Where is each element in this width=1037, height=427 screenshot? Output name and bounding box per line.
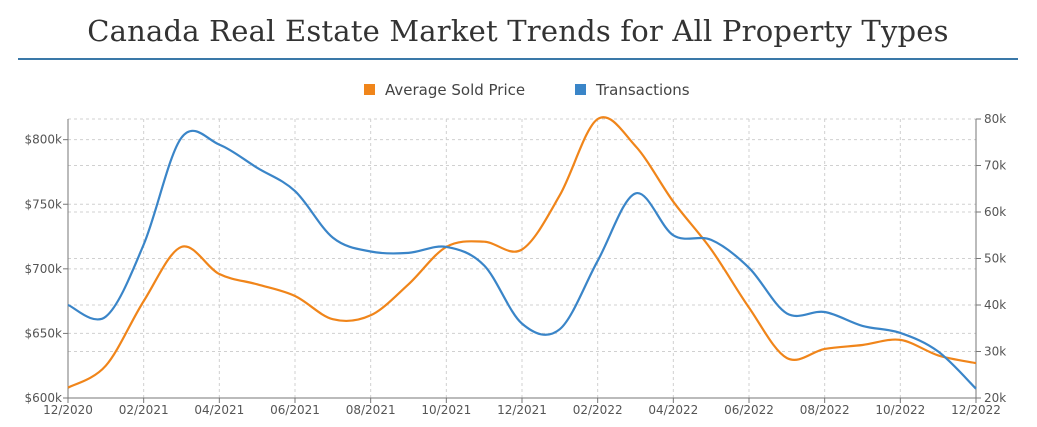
- y-right-tick-label: 70k: [984, 159, 1006, 173]
- data-point-average-sold-price: [708, 246, 714, 252]
- legend-swatch: [364, 84, 375, 95]
- data-point-average-sold-price: [141, 298, 147, 304]
- data-point-transactions: [179, 135, 185, 141]
- data-point-average-sold-price: [65, 385, 71, 391]
- data-point-average-sold-price: [784, 355, 790, 361]
- data-point-transactions: [822, 309, 828, 315]
- data-point-average-sold-price: [330, 316, 336, 322]
- data-point-average-sold-price: [746, 305, 752, 311]
- chart-series: [65, 116, 979, 392]
- x-tick-label: 06/2022: [724, 403, 774, 417]
- data-point-transactions: [65, 302, 71, 308]
- data-point-average-sold-price: [254, 281, 260, 287]
- y-right-tick-label: 30k: [984, 345, 1006, 359]
- x-tick-label: 12/2022: [951, 403, 1001, 417]
- data-point-transactions: [935, 349, 941, 355]
- data-point-transactions: [670, 232, 676, 238]
- y-left-tick-label: $600k: [25, 391, 63, 405]
- y-right-tick-label: 50k: [984, 252, 1006, 266]
- x-tick-label: 10/2021: [421, 403, 471, 417]
- data-point-average-sold-price: [595, 116, 601, 122]
- y-right-tick-label: 40k: [984, 298, 1006, 312]
- x-tick-label: 02/2022: [573, 403, 623, 417]
- data-point-transactions: [368, 249, 374, 255]
- y-right-tick-label: 20k: [984, 391, 1006, 405]
- chart-title: Canada Real Estate Market Trends for All…: [87, 14, 949, 48]
- data-point-transactions: [141, 242, 147, 248]
- data-point-transactions: [481, 262, 487, 268]
- x-tick-label: 06/2021: [270, 403, 320, 417]
- data-point-average-sold-price: [368, 312, 374, 318]
- data-point-transactions: [292, 188, 298, 194]
- data-point-average-sold-price: [292, 293, 298, 299]
- data-point-average-sold-price: [973, 360, 979, 366]
- y-left-tick-label: $800k: [25, 133, 63, 147]
- chart-legend[interactable]: Average Sold Price Transactions: [364, 81, 690, 99]
- data-point-transactions: [784, 310, 790, 316]
- data-point-average-sold-price: [481, 239, 487, 245]
- data-point-transactions: [330, 235, 336, 241]
- data-point-transactions: [897, 330, 903, 336]
- data-point-transactions: [708, 237, 714, 243]
- x-tick-label: 08/2022: [800, 403, 850, 417]
- y-right-tick-label: 60k: [984, 205, 1006, 219]
- data-point-transactions: [746, 265, 752, 271]
- data-point-transactions: [860, 323, 866, 329]
- legend-item-transactions[interactable]: Transactions: [575, 81, 690, 99]
- data-point-transactions: [973, 386, 979, 392]
- grid-lines: [67, 118, 977, 399]
- x-tick-label: 12/2020: [43, 403, 93, 417]
- x-tick-label: 10/2022: [875, 403, 925, 417]
- data-point-transactions: [216, 142, 222, 148]
- data-point-average-sold-price: [406, 281, 412, 287]
- data-point-average-sold-price: [897, 337, 903, 343]
- x-tick-label: 08/2021: [346, 403, 396, 417]
- x-tick-label: 04/2022: [648, 403, 698, 417]
- x-tick-label: 04/2021: [194, 403, 244, 417]
- data-point-average-sold-price: [822, 346, 828, 352]
- data-point-average-sold-price: [179, 244, 185, 250]
- data-point-transactions: [519, 321, 525, 327]
- data-point-average-sold-price: [103, 363, 109, 369]
- legend-label: Transactions: [595, 81, 690, 99]
- y-right-tick-label: 80k: [984, 112, 1006, 126]
- data-point-average-sold-price: [860, 342, 866, 348]
- series-line-transactions: [67, 129, 977, 390]
- data-point-average-sold-price: [633, 143, 639, 149]
- data-point-average-sold-price: [519, 246, 525, 252]
- x-tick-label: 02/2021: [119, 403, 169, 417]
- y-left-tick-label: $650k: [25, 326, 63, 340]
- data-point-average-sold-price: [557, 192, 563, 198]
- data-point-transactions: [595, 258, 601, 264]
- title-divider: [18, 58, 1018, 60]
- x-tick-label: 12/2021: [497, 403, 547, 417]
- data-point-average-sold-price: [216, 271, 222, 277]
- data-point-transactions: [406, 250, 412, 256]
- chart-axes: 12/2020 02/2021 04/2021 06/2021 08/2021 10/20…: [25, 112, 1007, 417]
- series-line-average-sold-price: [67, 116, 977, 389]
- y-left-tick-label: $750k: [25, 197, 63, 211]
- legend-item-average-sold-price[interactable]: Average Sold Price: [364, 81, 525, 99]
- data-point-transactions: [633, 190, 639, 196]
- legend-label: Average Sold Price: [385, 81, 525, 99]
- legend-swatch: [575, 84, 586, 95]
- data-point-transactions: [557, 326, 563, 332]
- data-point-transactions: [103, 314, 109, 320]
- y-left-tick-label: $700k: [25, 262, 63, 276]
- data-point-transactions: [254, 165, 260, 171]
- data-point-average-sold-price: [670, 199, 676, 205]
- data-point-transactions: [443, 244, 449, 250]
